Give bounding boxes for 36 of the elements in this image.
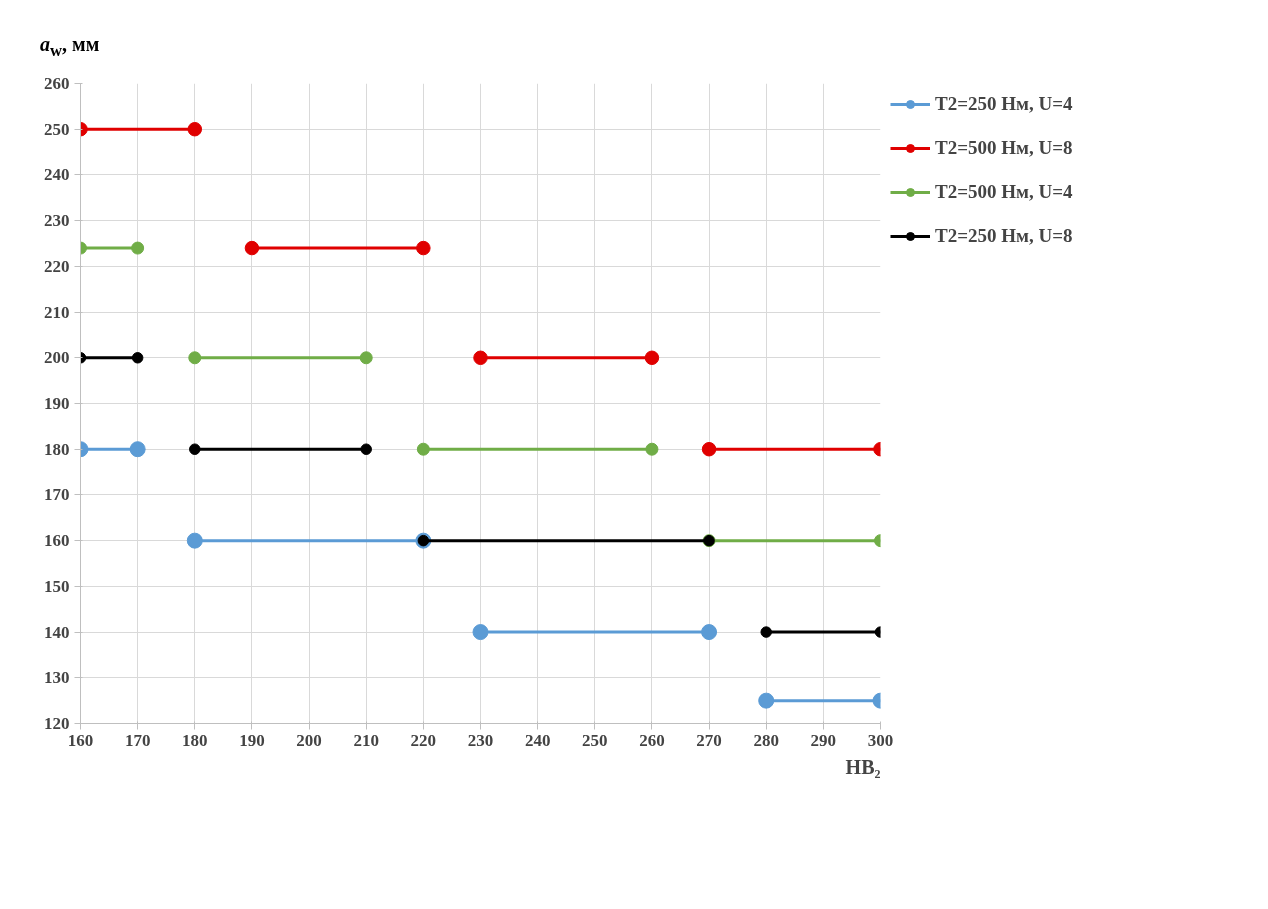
x-tick-label: 180	[182, 730, 208, 750]
x-tick-label: 300	[867, 730, 894, 750]
y-tick-label: 220	[44, 256, 70, 276]
y-tick-label: 120	[44, 713, 70, 733]
legend-label: T2=500 Нм, U=4	[935, 180, 1074, 203]
y-axis-title: a$_{w}$, мм	[40, 33, 100, 60]
x-tick-label: 200	[296, 730, 322, 750]
x-tick-label: 210	[353, 730, 379, 750]
legend-label: T2=500 Нм, U=8	[935, 136, 1074, 159]
y-tick-label: 160	[44, 530, 70, 550]
y-tick-label: 210	[44, 302, 70, 322]
x-tick-label: 280	[753, 730, 779, 750]
y-tick-label: 130	[44, 668, 70, 688]
x-tick-label: 270	[696, 730, 722, 750]
x-tick-label: 290	[810, 730, 837, 750]
legend-label: T2=250 Нм, U=8	[935, 224, 1074, 247]
x-tick-label: 190	[239, 730, 265, 750]
x-tick-label: 260	[639, 730, 665, 750]
y-tick-label: 190	[44, 393, 70, 413]
x-tick-label: 250	[582, 730, 608, 750]
y-tick-label: 150	[44, 576, 70, 596]
x-tick-label: 230	[467, 730, 494, 750]
y-tick-label: 200	[44, 348, 70, 368]
y-tick-label: 260	[44, 73, 70, 93]
x-tick-label: 220	[410, 730, 437, 750]
y-tick-label: 170	[44, 485, 70, 505]
y-tick-label: 240	[44, 165, 70, 185]
y-tick-label: 140	[44, 622, 70, 642]
y-tick-label: 180	[44, 439, 70, 459]
y-tick-label: 230	[44, 210, 70, 230]
y-tick-label: 250	[44, 119, 70, 139]
x-axis-title: HB₂	[845, 755, 881, 778]
x-tick-label: 170	[124, 730, 151, 750]
legend-label: T2=250 Нм, U=4	[935, 92, 1074, 115]
x-tick-label: 160	[67, 730, 94, 750]
x-tick-label: 240	[524, 730, 551, 750]
